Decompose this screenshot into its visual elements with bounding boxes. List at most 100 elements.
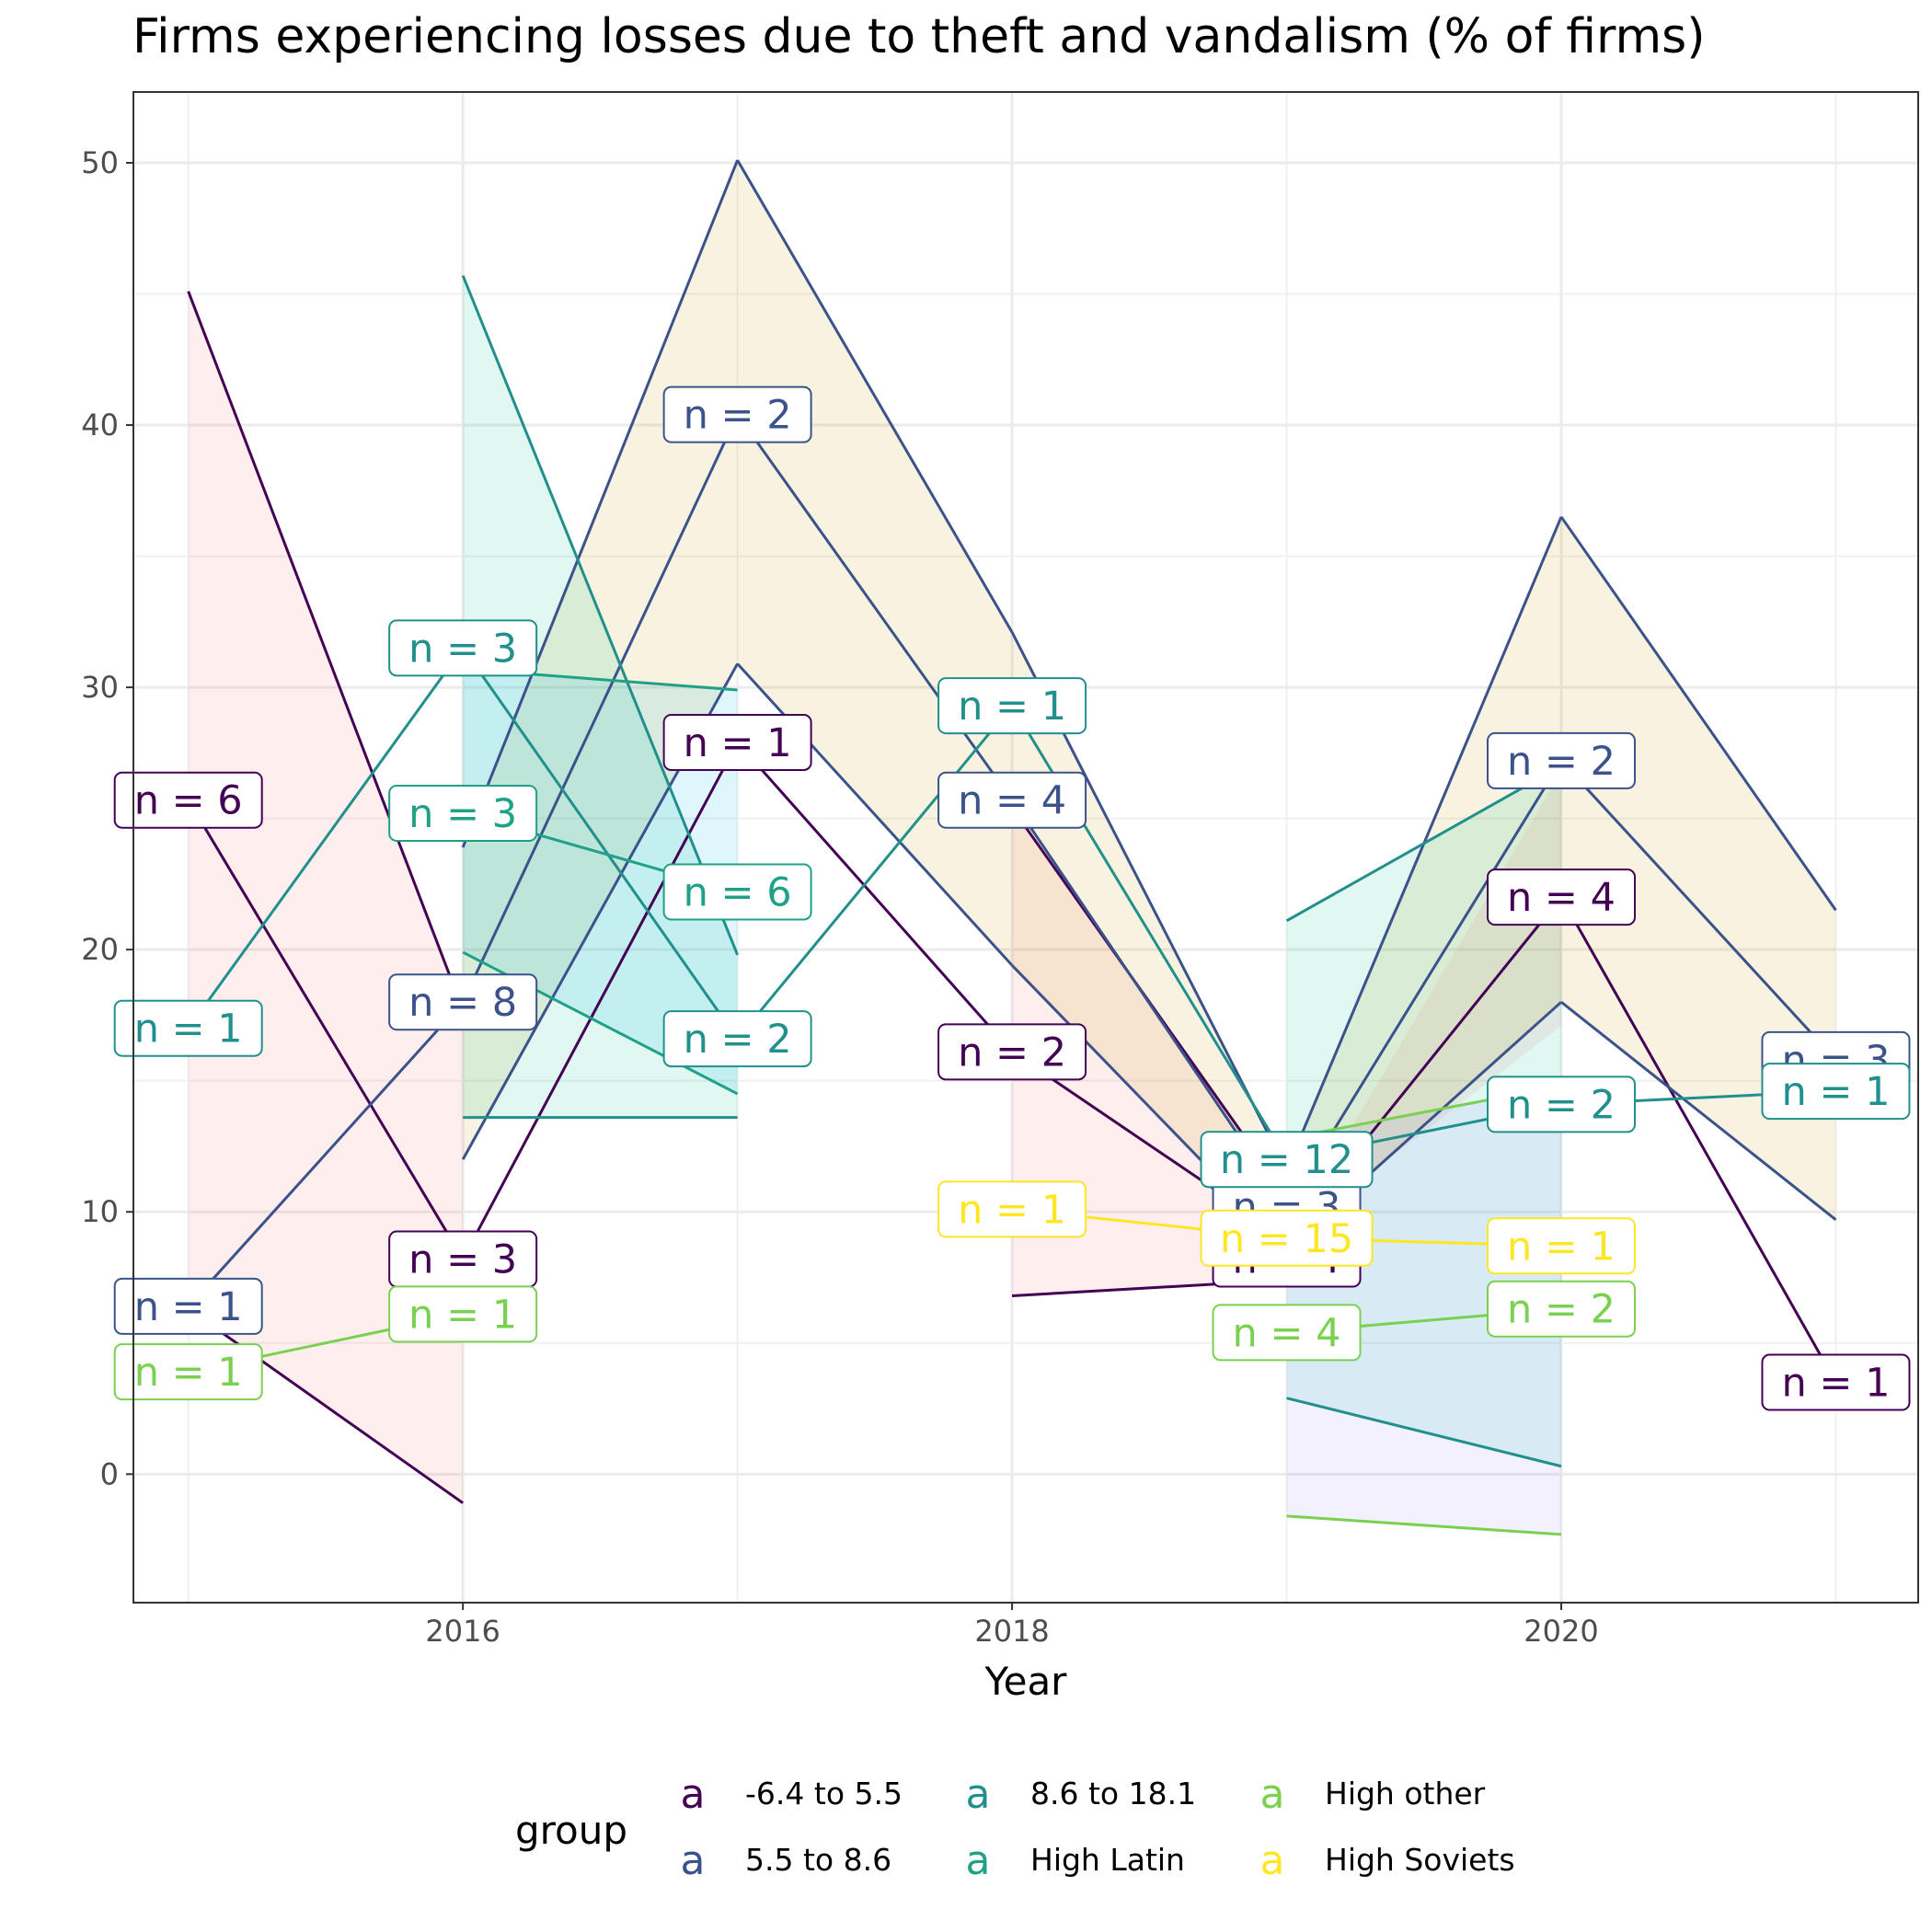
data-label-text: n = 1 xyxy=(958,1187,1066,1233)
data-label: n = 4 xyxy=(1487,868,1636,926)
data-label-box xyxy=(662,863,812,921)
data-label-box xyxy=(1487,1075,1636,1133)
legend-item: a High other xyxy=(1251,1771,1486,1818)
data-label-text: n = 6 xyxy=(134,778,243,824)
data-label-box xyxy=(662,713,812,771)
data-label-box xyxy=(662,385,812,443)
data-label: n = 2 xyxy=(1487,1280,1636,1338)
series-line xyxy=(736,741,1014,1053)
confidence-band xyxy=(1286,516,1561,1249)
series-line xyxy=(736,413,1014,801)
data-label-text: n = 4 xyxy=(1233,1310,1341,1356)
legend-key: a xyxy=(680,1837,706,1884)
series-line xyxy=(187,799,465,1260)
legend-item: a 8.6 to 18.1 xyxy=(957,1771,1197,1818)
series-line xyxy=(1559,896,1837,1384)
y-tick-label: 50 xyxy=(81,145,119,180)
legend-label: High other xyxy=(1325,1776,1486,1811)
data-label-text: n = 1 xyxy=(408,1292,517,1338)
band-edge-line xyxy=(1285,765,1562,923)
x-tick-label: 2016 xyxy=(425,1614,500,1649)
chart-title: Firms experiencing losses due to theft a… xyxy=(132,9,1706,64)
plot-canvas: n = 6 n = 3 n = 1 n = 2 n = 4 n = 4 n = 1 n = 1… xyxy=(81,91,1919,1704)
data-label-box xyxy=(113,999,263,1057)
data-label: n = 2 xyxy=(1487,1075,1636,1133)
data-label-box xyxy=(388,784,538,842)
legend-key: a xyxy=(1259,1771,1285,1818)
data-label: n = 1 xyxy=(1487,1217,1636,1275)
data-labels: n = 6 n = 3 n = 1 n = 2 n = 4 n = 4 n = 1 n = 1… xyxy=(113,385,1911,1411)
data-label-box xyxy=(1487,1217,1636,1275)
data-label: n = 3 xyxy=(388,619,538,677)
confidence-band xyxy=(737,160,1013,966)
data-label-text: n = 3 xyxy=(408,791,517,837)
data-label-box xyxy=(937,1023,1087,1081)
data-label-text: n = 2 xyxy=(1507,1287,1616,1333)
data-label-box xyxy=(1761,1063,1911,1121)
band-edge-line xyxy=(187,291,465,1011)
y-tick-label: 10 xyxy=(81,1194,119,1229)
data-label-text: n = 6 xyxy=(684,869,792,915)
data-label-text: n = 3 xyxy=(408,626,517,672)
data-label-box xyxy=(388,973,538,1031)
legend-key: a xyxy=(1259,1837,1285,1884)
data-label-text: n = 1 xyxy=(684,720,792,766)
data-label-text: n = 1 xyxy=(134,1006,243,1052)
data-label: n = 1 xyxy=(113,999,263,1057)
data-label: n = 15 xyxy=(1200,1209,1374,1267)
legend-label: High Soviets xyxy=(1325,1842,1515,1878)
x-tick-label: 2020 xyxy=(1524,1614,1598,1649)
band-edge-line xyxy=(1560,1001,1837,1221)
band-edge-line xyxy=(461,159,740,848)
data-label-text: n = 1 xyxy=(134,1350,243,1396)
x-tick-label: 2018 xyxy=(974,1614,1049,1649)
data-label: n = 2 xyxy=(662,1010,812,1068)
data-label-text: n = 1 xyxy=(958,684,1066,730)
x-axis-title: Year xyxy=(984,1659,1068,1704)
confidence-band xyxy=(188,291,464,1503)
data-label-text: n = 1 xyxy=(1507,1224,1616,1270)
data-label-text: n = 4 xyxy=(958,778,1066,824)
series-line xyxy=(461,414,739,1003)
legend-label: 5.5 to 8.6 xyxy=(745,1842,892,1878)
legend-title: group xyxy=(515,1808,627,1853)
series-line xyxy=(1559,759,1837,1061)
data-label: n = 3 xyxy=(388,1230,538,1288)
data-label-text: n = 4 xyxy=(1507,875,1616,921)
y-tick-label: 40 xyxy=(81,408,119,443)
data-label-text: n = 2 xyxy=(1507,739,1616,785)
data-label: n = 8 xyxy=(388,973,538,1031)
panel-border xyxy=(132,91,1919,1604)
legend-key: a xyxy=(680,1771,706,1818)
data-label-text: n = 1 xyxy=(134,1284,243,1330)
data-label: n = 2 xyxy=(662,385,812,443)
legend: group a -6.4 to 5.5 a 5.5 to 8.6 a 8.6 to 18.… xyxy=(515,1771,1619,1891)
legend-item: a High Soviets xyxy=(1251,1837,1515,1884)
data-label-box xyxy=(1212,1304,1362,1362)
legend-label: 8.6 to 18.1 xyxy=(1030,1776,1197,1811)
data-label-text: n = 2 xyxy=(958,1029,1066,1075)
legend-label: -6.4 to 5.5 xyxy=(745,1776,903,1811)
data-label: n = 1 xyxy=(662,713,812,771)
data-label-box xyxy=(388,1285,538,1343)
band-edge-line xyxy=(461,274,740,956)
y-tick-label: 20 xyxy=(81,932,119,967)
data-label-text: n = 2 xyxy=(1507,1082,1616,1128)
band-edge-line xyxy=(736,159,1014,633)
data-label-text: n = 8 xyxy=(408,980,517,1026)
data-label: n = 6 xyxy=(662,863,812,921)
data-label-box xyxy=(113,1277,263,1335)
data-label-text: n = 1 xyxy=(1781,1069,1890,1115)
data-label-box xyxy=(1761,1353,1911,1411)
y-tick-label: 30 xyxy=(81,670,119,705)
band-edge-line xyxy=(1286,1514,1562,1536)
data-label-text: n = 1 xyxy=(1781,1361,1890,1407)
data-label-box xyxy=(388,619,538,677)
data-label: n = 1 xyxy=(113,1343,263,1401)
series-line xyxy=(461,647,739,1040)
data-label: n = 1 xyxy=(937,677,1087,735)
data-label: n = 4 xyxy=(1212,1304,1362,1362)
data-label: n = 12 xyxy=(1200,1131,1374,1189)
legend-item: a High Latin xyxy=(957,1837,1185,1884)
data-label: n = 4 xyxy=(937,771,1087,829)
